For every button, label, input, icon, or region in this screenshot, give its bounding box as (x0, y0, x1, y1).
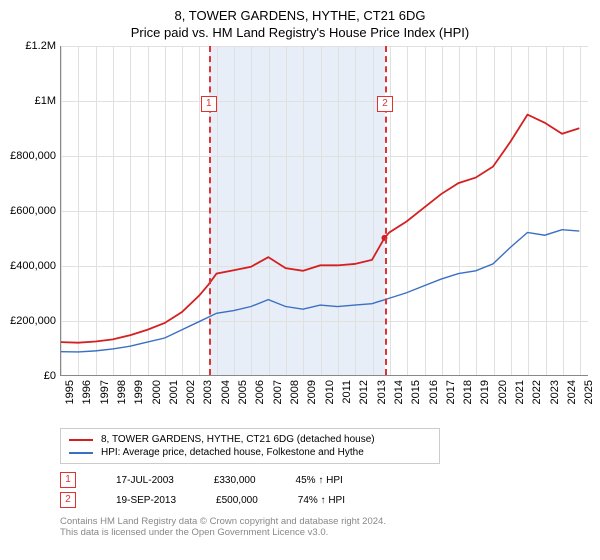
sale-marker-cell: 1 (60, 472, 76, 488)
sale-hpi: 45% ↑ HPI (296, 475, 343, 486)
y-tick-label: £200,000 (10, 315, 56, 327)
x-tick-label: 2019 (479, 380, 491, 404)
legend: 8, TOWER GARDENS, HYTHE, CT21 6DG (detac… (60, 428, 440, 464)
x-tick-label: 2024 (566, 380, 578, 404)
sale-date: 17-JUL-2003 (116, 475, 174, 486)
x-tick-label: 2009 (306, 380, 318, 404)
x-tick-label: 2016 (428, 380, 440, 404)
y-tick-label: £400,000 (10, 260, 56, 272)
sale-marker-box: 2 (377, 96, 393, 112)
legend-item-series1: 8, TOWER GARDENS, HYTHE, CT21 6DG (detac… (69, 433, 431, 446)
x-tick-label: 2014 (393, 380, 405, 404)
sale-hpi: 74% ↑ HPI (298, 495, 345, 506)
x-tick-label: 1996 (81, 380, 93, 404)
x-tick-label: 2011 (341, 380, 353, 404)
footer-line1: Contains HM Land Registry data © Crown c… (60, 516, 588, 527)
titles: 8, TOWER GARDENS, HYTHE, CT21 6DG Price … (12, 8, 588, 40)
x-tick-label: 2003 (202, 380, 214, 404)
x-tick-label: 2012 (358, 380, 370, 404)
sale-row: 2 19-SEP-2013 £500,000 74% ↑ HPI (60, 490, 588, 510)
line-series2 (61, 230, 579, 352)
y-tick-label: £1M (35, 95, 56, 107)
chart-subtitle: Price paid vs. HM Land Registry's House … (12, 25, 588, 40)
x-tick-label: 2023 (549, 380, 561, 404)
x-tick-label: 2010 (324, 380, 336, 404)
legend-item-series2: HPI: Average price, detached house, Folk… (69, 446, 431, 459)
x-axis: 1995 1996 1997 1998 1999 2000 2001 2002 2003 2004… (60, 376, 588, 426)
x-tick-label: 1997 (99, 380, 111, 404)
legend-label-series2: HPI: Average price, detached house, Folk… (101, 447, 364, 458)
sale-date: 19-SEP-2013 (116, 495, 176, 506)
x-tick-label: 2021 (514, 380, 526, 404)
y-axis: £0£200,000£400,000£600,000£800,000£1M£1.… (12, 46, 60, 376)
y-tick-label: £1.2M (25, 40, 56, 52)
x-tick-label: 2006 (254, 380, 266, 404)
sale-price: £330,000 (214, 475, 256, 486)
footer-line2: This data is licensed under the Open Gov… (60, 527, 588, 538)
x-tick-label: 2018 (462, 380, 474, 404)
x-tick-label: 1999 (133, 380, 145, 404)
chart-container: 8, TOWER GARDENS, HYTHE, CT21 6DG Price … (0, 0, 600, 560)
x-tick-label: 2007 (272, 380, 284, 404)
legend-swatch-series2 (69, 452, 93, 454)
legend-swatch-series1 (69, 439, 93, 441)
x-tick-label: 2001 (168, 380, 180, 404)
sale-price: £500,000 (216, 495, 258, 506)
y-tick-label: £0 (44, 370, 56, 382)
x-tick-label: 2025 (583, 380, 595, 404)
x-tick-label: 2017 (445, 380, 457, 404)
x-tick-label: 2002 (185, 380, 197, 404)
x-tick-label: 2022 (531, 380, 543, 404)
line-svg (61, 46, 588, 375)
sale-marker-box: 1 (201, 96, 217, 112)
x-tick-label: 1998 (116, 380, 128, 404)
sales-table: 1 17-JUL-2003 £330,000 45% ↑ HPI 2 19-SEP-201… (60, 470, 588, 510)
footer: Contains HM Land Registry data © Crown c… (60, 516, 588, 538)
line-series1 (61, 115, 579, 343)
y-tick-label: £600,000 (10, 205, 56, 217)
sale-row: 1 17-JUL-2003 £330,000 45% ↑ HPI (60, 470, 588, 490)
x-tick-label: 2004 (220, 380, 232, 404)
x-tick-label: 2015 (410, 380, 422, 404)
chart-title: 8, TOWER GARDENS, HYTHE, CT21 6DG (12, 8, 588, 23)
x-tick-label: 1995 (64, 380, 76, 404)
x-tick-label: 2000 (151, 380, 163, 404)
x-tick-label: 2005 (237, 380, 249, 404)
y-tick-label: £800,000 (10, 150, 56, 162)
x-tick-label: 2013 (376, 380, 388, 404)
plot-area: 12 (60, 46, 588, 376)
x-tick-label: 2008 (289, 380, 301, 404)
chart-area: £0£200,000£400,000£600,000£800,000£1M£1.… (12, 46, 588, 426)
legend-label-series1: 8, TOWER GARDENS, HYTHE, CT21 6DG (detac… (101, 434, 375, 445)
x-tick-label: 2020 (497, 380, 509, 404)
sale-marker-cell: 2 (60, 492, 76, 508)
